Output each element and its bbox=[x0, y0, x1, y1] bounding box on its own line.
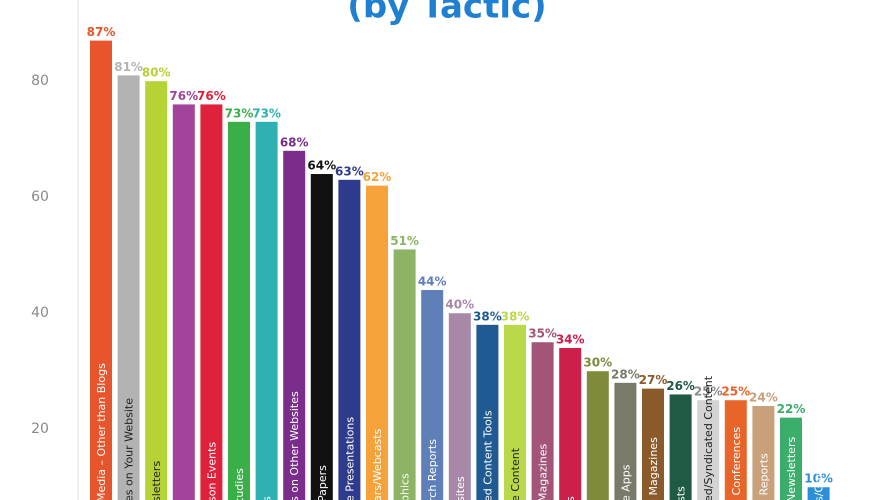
value-label: 73% bbox=[252, 106, 281, 120]
value-label: 62% bbox=[363, 170, 392, 184]
bar bbox=[642, 388, 664, 500]
bar bbox=[697, 400, 720, 500]
bar bbox=[476, 324, 499, 500]
category-label: s on Other Websites bbox=[288, 391, 301, 500]
value-label: 22% bbox=[777, 402, 806, 416]
category-label: s/Gamification bbox=[813, 423, 826, 500]
bar bbox=[228, 121, 250, 500]
value-label: 80% bbox=[142, 66, 171, 80]
y-tick-label: 80 bbox=[31, 73, 49, 89]
bar bbox=[614, 382, 637, 500]
bar bbox=[421, 290, 444, 500]
category-label: e Presentations bbox=[343, 417, 356, 500]
value-label: 26% bbox=[666, 379, 695, 393]
category-label: e Apps bbox=[619, 464, 632, 500]
bar bbox=[393, 249, 416, 500]
category-label: Magazines bbox=[537, 443, 550, 500]
value-label: 73% bbox=[225, 106, 254, 120]
bar bbox=[724, 400, 747, 500]
category-label: sites bbox=[454, 476, 467, 500]
value-label: 28% bbox=[611, 367, 640, 381]
category-label: l Reports bbox=[757, 453, 770, 500]
value-label: 24% bbox=[749, 391, 778, 405]
bar bbox=[172, 104, 195, 500]
bar bbox=[504, 324, 526, 500]
bar bbox=[117, 75, 140, 500]
bar bbox=[752, 406, 775, 500]
value-label: 76% bbox=[197, 89, 226, 103]
value-label: 40% bbox=[445, 298, 474, 312]
bar bbox=[283, 150, 306, 500]
value-label: 87% bbox=[87, 25, 116, 39]
category-label: sletters bbox=[150, 461, 163, 500]
value-label: 25% bbox=[694, 385, 723, 399]
category-label: Media – Other than Blogs bbox=[95, 363, 108, 500]
category-label: tudies bbox=[233, 468, 246, 500]
category-label: e Content bbox=[509, 447, 522, 500]
bar bbox=[338, 179, 361, 500]
bar bbox=[200, 104, 223, 500]
bar bbox=[366, 185, 388, 500]
category-label: phics bbox=[399, 473, 412, 500]
bar bbox=[780, 417, 802, 500]
bar bbox=[807, 487, 830, 500]
value-label: 63% bbox=[335, 164, 364, 178]
bar bbox=[310, 174, 333, 500]
value-label: 38% bbox=[473, 309, 502, 323]
bar bbox=[255, 121, 278, 500]
value-label: 35% bbox=[528, 327, 557, 341]
y-tick-label: 40 bbox=[31, 305, 49, 321]
category-label: Papers bbox=[316, 465, 329, 500]
value-label: 76% bbox=[169, 89, 198, 103]
category-label: es on Your Website bbox=[123, 398, 136, 500]
y-tick-label: 60 bbox=[31, 189, 49, 205]
value-label: 30% bbox=[583, 356, 612, 370]
value-label: 34% bbox=[556, 333, 585, 347]
category-label: ars/Webcasts bbox=[371, 428, 384, 500]
bar bbox=[669, 394, 692, 500]
y-tick-label: 20 bbox=[31, 421, 49, 437]
bar bbox=[559, 348, 582, 500]
category-label: son Events bbox=[205, 442, 218, 500]
value-label: 38% bbox=[501, 309, 530, 323]
value-label: 44% bbox=[418, 275, 447, 289]
value-label: 27% bbox=[639, 373, 668, 387]
bar bbox=[145, 81, 168, 500]
value-label: 10% bbox=[804, 472, 833, 486]
category-label: l Magazines bbox=[647, 437, 660, 500]
category-label: sts bbox=[675, 486, 688, 500]
value-label: 51% bbox=[390, 234, 419, 248]
category-label: s bbox=[261, 496, 274, 500]
bar bbox=[531, 342, 554, 500]
value-label: 25% bbox=[721, 385, 750, 399]
value-label: 81% bbox=[114, 60, 143, 74]
bar bbox=[90, 40, 112, 500]
value-label: 64% bbox=[307, 159, 336, 173]
value-label: 68% bbox=[280, 135, 309, 149]
category-label: Newsletters bbox=[785, 437, 798, 500]
bar bbox=[448, 313, 471, 500]
bar bbox=[586, 371, 609, 500]
category-label: ed/Syndicated Content bbox=[702, 375, 715, 500]
category-label: s bbox=[564, 496, 577, 500]
category-label: l Conferences bbox=[730, 427, 743, 500]
category-label: rch Reports bbox=[426, 439, 439, 500]
category-label: ed Content Tools bbox=[481, 410, 494, 500]
chart-title: (by Tactic) bbox=[347, 0, 546, 27]
